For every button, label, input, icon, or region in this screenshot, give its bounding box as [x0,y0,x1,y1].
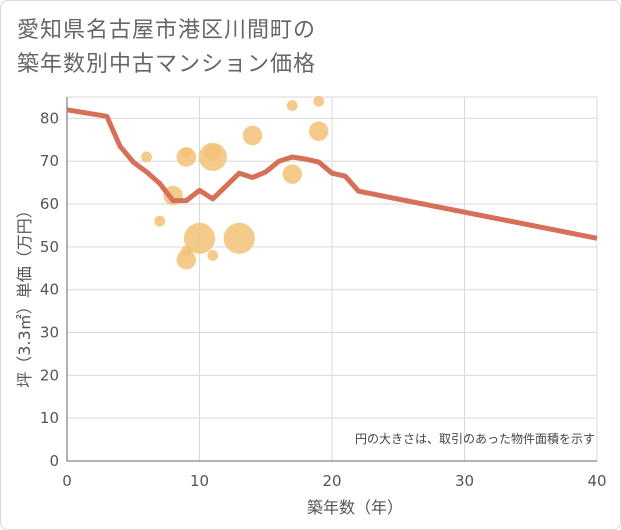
grid-lines [66,96,598,462]
y-tick-label: 40 [40,281,59,299]
x-tick-label: 40 [587,472,606,490]
y-tick-label: 10 [40,409,59,427]
x-tick-label: 20 [322,472,341,490]
y-tick-label: 60 [40,195,59,213]
bubble-point [282,164,302,184]
bubble-point [242,125,263,146]
chart-title: 愛知県名古屋市港区川間町の 築年数別中古マンション価格 [17,14,316,82]
bubble-point [207,250,219,261]
x-tick-label: 30 [455,472,474,490]
trend-series [66,107,598,241]
chart-title-line-1: 愛知県名古屋市港区川間町の [17,18,317,43]
y-axis-label: 坪（3.3㎡）単価（万円） [15,202,34,387]
bubble-point [309,121,329,142]
bubble-point [141,151,152,163]
bubble-point [180,147,192,159]
bubble-series [141,95,329,270]
y-tick-label: 70 [40,152,59,170]
axes [66,97,597,462]
bubble-point [313,95,325,107]
trend-line [66,107,598,241]
y-tick-label: 80 [40,109,59,127]
bubble-point [204,144,222,161]
bubble-point [154,215,166,227]
x-tick-label: 10 [190,472,209,490]
bubble-point [223,222,255,254]
chart-title-line-2: 築年数別中古マンション価格 [17,52,317,77]
y-tick-label: 50 [40,238,59,256]
y-tick-label: 30 [40,324,59,342]
y-tick-label: 0 [49,452,59,470]
bubble-point [183,222,216,254]
x-axis-label: 築年数（年） [307,498,403,517]
bubble-point [176,249,196,270]
y-tick-label: 20 [40,366,59,384]
bubble-size-note: 円の大きさは、取引のあった物件面積を示す [355,431,595,446]
bubble-point [286,100,298,111]
tick-labels: 0 10 20 30 40 50 60 70 80 0 10 20 30 40 [40,109,607,490]
x-tick-label: 0 [62,472,72,490]
